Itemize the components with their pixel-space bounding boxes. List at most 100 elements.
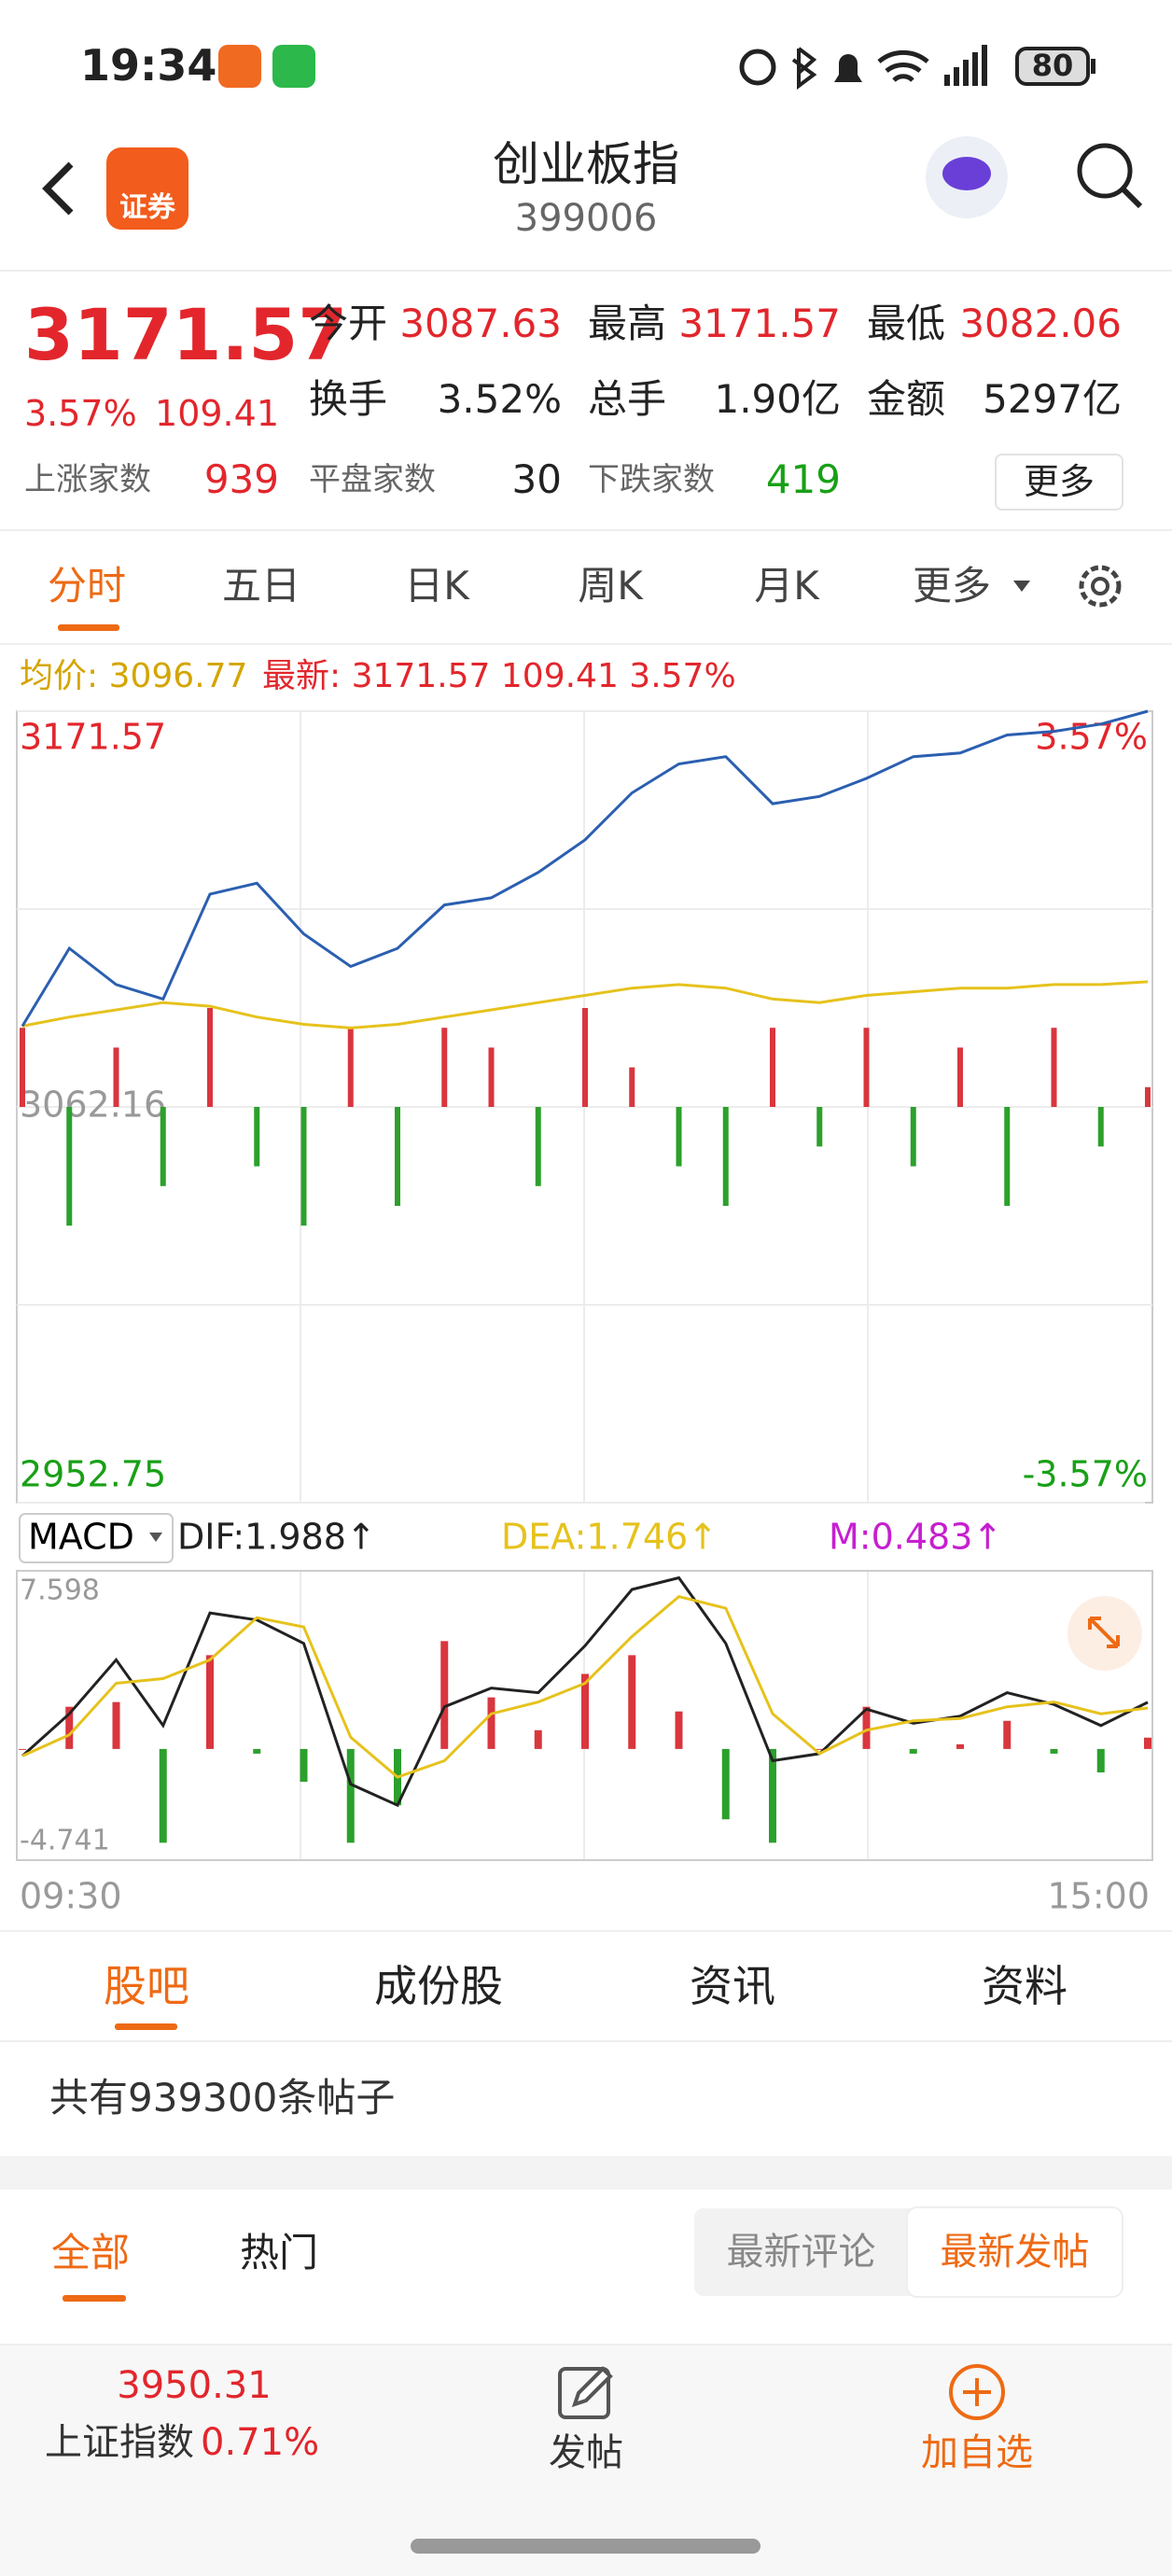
- more-button[interactable]: 更多: [995, 454, 1123, 511]
- macd-bar: [769, 1748, 776, 1843]
- app-logo: [106, 147, 188, 230]
- settings-core: [1091, 577, 1109, 595]
- price-line: [21, 980, 1149, 1029]
- filter-underline: [63, 2295, 126, 2302]
- breadth-bar: [20, 1028, 25, 1107]
- last-price: 3171.57: [24, 293, 348, 376]
- post-count: 共有939300条帖子: [49, 2075, 396, 2121]
- macd-bar: [721, 1748, 730, 1820]
- back-button[interactable]: [42, 161, 74, 216]
- y2-tick-label: -3.57%: [1023, 1454, 1148, 1495]
- field-value: 3171.57: [678, 301, 841, 346]
- breadth-bar: [1145, 1086, 1151, 1107]
- breadth-bar: [488, 1047, 495, 1107]
- breadth-bar: [207, 1008, 213, 1107]
- battery-level: 80: [1031, 48, 1074, 83]
- field-label: 最高: [588, 301, 667, 346]
- field-label: 换手: [309, 376, 388, 422]
- macd-bar: [346, 1748, 355, 1843]
- macd-bar: [65, 1706, 74, 1749]
- macd-bar: [534, 1729, 542, 1749]
- divider: [0, 643, 1172, 645]
- forum-tab-underline: [115, 2023, 177, 2030]
- forum-tab[interactable]: 资料: [982, 1961, 1067, 2011]
- x-tick-label: 09:30: [20, 1876, 122, 1917]
- home-indicator: [411, 2539, 760, 2554]
- filter-tab-active[interactable]: 全部: [51, 2230, 131, 2275]
- field-label: 最低: [867, 301, 946, 346]
- breadth-bar: [160, 1107, 166, 1186]
- tab[interactable]: 周K: [578, 563, 643, 609]
- field-value: 3.52%: [437, 376, 562, 422]
- alarm-icon: [739, 49, 776, 86]
- post-label[interactable]: 发帖: [549, 2431, 623, 2474]
- macd-bar: [1003, 1720, 1012, 1749]
- tab[interactable]: 日K: [404, 563, 469, 609]
- macd-bar: [1050, 1748, 1058, 1754]
- index-value[interactable]: 3950.31: [117, 2364, 272, 2407]
- forum-tab[interactable]: 资讯: [690, 1961, 775, 2011]
- breadth-bar: [957, 1047, 963, 1107]
- macd-legend: DIF:1.988↑: [177, 1517, 376, 1558]
- page-title: 创业板指: [493, 137, 679, 191]
- breadth-value: 939: [203, 456, 279, 502]
- field-value: 1.90亿: [714, 376, 841, 422]
- expand-icon: [1088, 1617, 1120, 1648]
- mute-icon: [834, 54, 862, 82]
- filter-tab[interactable]: 热门: [240, 2230, 319, 2275]
- settings-button[interactable]: [1079, 565, 1122, 608]
- macd-legend: DEA:1.746↑: [501, 1517, 718, 1558]
- tab[interactable]: 五日: [221, 563, 300, 609]
- macd-line: [21, 1575, 1149, 1808]
- breadth-bar: [1097, 1107, 1104, 1147]
- post-icon[interactable]: [558, 2367, 610, 2419]
- indicator-selector[interactable]: [19, 1513, 174, 1563]
- stock-code: 399006: [514, 197, 658, 240]
- change-pct: 3.57%: [24, 393, 137, 434]
- field-value: 3082.06: [959, 301, 1122, 346]
- breadth-value: 419: [765, 456, 841, 502]
- add-label[interactable]: 加自选: [921, 2431, 1033, 2474]
- post-pen: [571, 2366, 613, 2408]
- sort-button[interactable]: 最新评论: [726, 2231, 876, 2274]
- search-button[interactable]: [1077, 143, 1133, 199]
- breadth-bar: [254, 1107, 260, 1167]
- macd-legend: M:0.483↑: [829, 1517, 1002, 1558]
- avatar-face: [942, 157, 991, 190]
- macd-bar: [159, 1748, 167, 1843]
- breadth-bar: [770, 1028, 775, 1107]
- macd-tick-label: 7.598: [20, 1575, 100, 1607]
- bluetooth-icon: [791, 47, 817, 90]
- clock: 19:34: [80, 40, 217, 91]
- breadth-bar: [535, 1107, 541, 1186]
- breadth-bar: [676, 1107, 682, 1167]
- sort-button-active[interactable]: 最新发帖: [908, 2208, 1122, 2296]
- index-change[interactable]: 0.71%: [201, 2421, 320, 2464]
- forum-tab-active[interactable]: 股吧: [104, 1961, 189, 2011]
- logo-text: 证券: [119, 191, 175, 224]
- forum-tab[interactable]: 成份股: [374, 1961, 503, 2011]
- macd-tick-label: -4.741: [20, 1825, 110, 1857]
- tab[interactable]: 月K: [754, 563, 819, 609]
- breadth-bar: [722, 1107, 729, 1206]
- tab[interactable]: 更多: [912, 563, 991, 609]
- breadth-bar: [816, 1107, 823, 1147]
- divider: [0, 270, 1172, 272]
- macd-bar: [440, 1641, 449, 1749]
- macd-bar: [909, 1748, 917, 1754]
- macd-bar: [816, 1748, 824, 1750]
- charts: MACD 3171.57 3062.16 2952.75 3.57% -3.57% 09:…: [16, 709, 1153, 1917]
- breadth-bar: [113, 1047, 119, 1107]
- tab-active[interactable]: 分时: [47, 563, 126, 609]
- price-line: [21, 709, 1149, 1028]
- index-name[interactable]: 上证指数: [45, 2421, 194, 2464]
- divider: [0, 2040, 1172, 2042]
- macd-frame: [16, 1570, 1153, 1861]
- breadth-label: 下跌家数: [588, 461, 715, 498]
- add-icon[interactable]: [949, 2364, 1005, 2420]
- x-tick-label: 15:00: [1047, 1876, 1150, 1917]
- field-label: 金额: [867, 376, 946, 422]
- breadth-bar: [629, 1067, 635, 1107]
- wifi-icon: [877, 49, 929, 82]
